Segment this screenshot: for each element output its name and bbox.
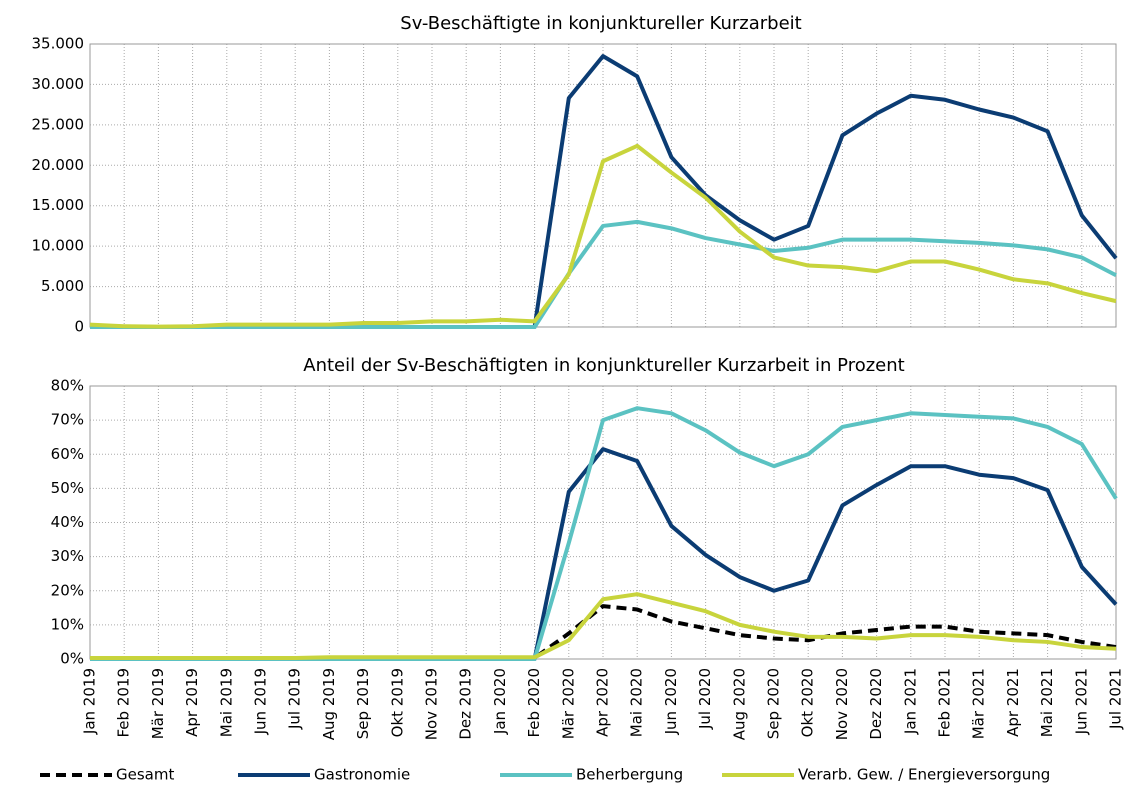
y-tick-label: 35.000 [32,35,85,53]
x-tick-label: Jun 2019 [252,668,270,735]
x-tick-label: Feb 2019 [115,668,133,738]
y-tick-label: 60% [51,445,84,463]
x-tick-label: Jun 2020 [662,668,680,735]
chart-title: Anteil der Sv-Beschäftigten in konjunktu… [303,355,904,376]
x-tick-label: Nov 2019 [423,668,441,740]
x-tick-label: Sep 2020 [765,668,783,739]
x-tick-label: Jun 2021 [1072,668,1090,735]
x-tick-label: Mai 2020 [628,668,646,737]
x-tick-label: Feb 2020 [525,668,543,738]
y-tick-label: 40% [51,513,84,531]
x-tick-label: Dez 2019 [457,668,475,740]
y-tick-label: 20.000 [32,156,85,174]
x-tick-label: Jan 2021 [901,668,919,735]
x-tick-label: Jan 2020 [491,668,509,735]
x-tick-label: Jul 2020 [696,668,714,730]
x-tick-label: Sep 2019 [354,668,372,739]
x-tick-label: Mär 2020 [559,668,577,739]
y-tick-label: 80% [51,377,84,395]
y-tick-label: 30% [51,547,84,565]
x-tick-label: Okt 2019 [388,668,406,737]
legend-label: Gastronomie [314,766,410,784]
x-tick-label: Feb 2021 [936,668,954,738]
y-tick-label: 70% [51,411,84,429]
y-tick-label: 20% [51,581,84,599]
x-tick-label: Apr 2020 [594,668,612,737]
legend-label: Gesamt [116,766,174,784]
x-tick-label: Okt 2020 [799,668,817,737]
legend-label: Verarb. Gew. / Energieversorgung [798,766,1050,784]
x-tick-label: Aug 2019 [320,668,338,740]
x-tick-label: Jan 2019 [81,668,99,735]
x-tick-label: Jul 2019 [286,668,304,730]
chart-title: Sv-Beschäftigte in konjunktureller Kurza… [400,13,801,34]
x-tick-label: Aug 2020 [730,668,748,740]
x-tick-label: Mär 2021 [970,668,988,739]
x-tick-label: Mai 2021 [1038,668,1056,737]
y-tick-label: 0 [74,318,84,336]
x-tick-label: Mär 2019 [149,668,167,739]
y-tick-label: 10.000 [32,237,85,255]
y-tick-label: 5.000 [41,277,84,295]
y-tick-label: 0% [60,650,84,668]
x-tick-label: Apr 2019 [183,668,201,737]
x-tick-label: Jul 2021 [1107,668,1124,730]
y-tick-label: 30.000 [32,75,85,93]
y-tick-label: 50% [51,479,84,497]
y-tick-label: 15.000 [32,196,85,214]
legend-label: Beherbergung [576,766,683,784]
x-tick-label: Mai 2019 [217,668,235,737]
x-tick-label: Dez 2020 [867,668,885,740]
x-tick-label: Nov 2020 [833,668,851,740]
y-tick-label: 25.000 [32,115,85,133]
x-tick-label: Apr 2021 [1004,668,1022,737]
y-tick-label: 10% [51,615,84,633]
